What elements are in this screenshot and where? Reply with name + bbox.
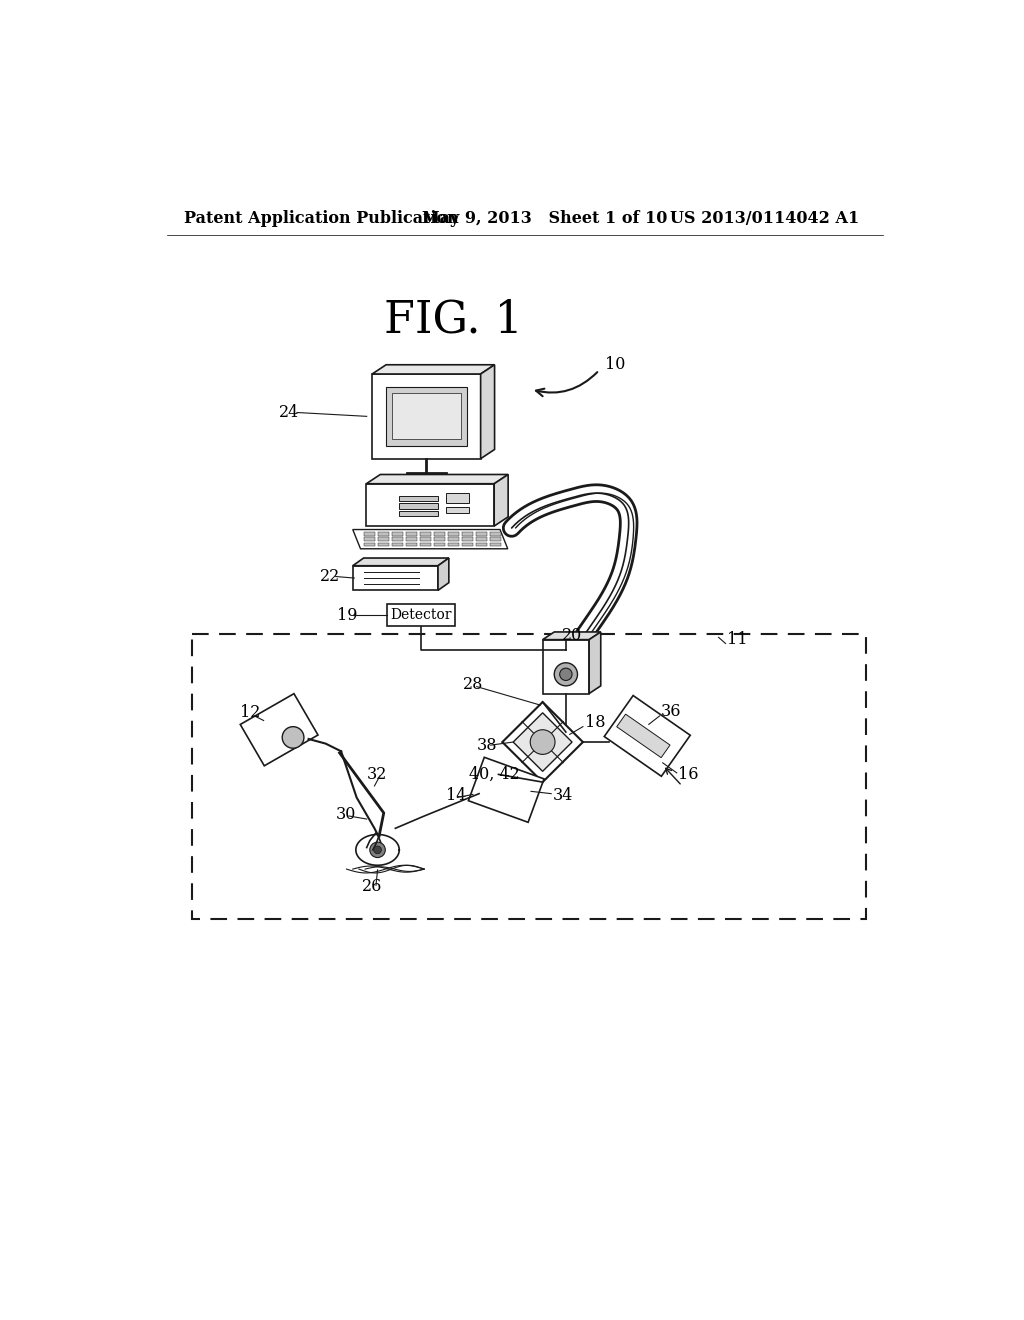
Polygon shape (543, 640, 589, 693)
Circle shape (370, 842, 385, 858)
Text: 12: 12 (241, 705, 261, 721)
Bar (420, 532, 431, 536)
Text: 16: 16 (678, 766, 698, 783)
Bar (378, 532, 389, 536)
Text: 19: 19 (337, 606, 357, 623)
Bar (489, 537, 501, 541)
Polygon shape (367, 483, 495, 527)
Text: May 9, 2013   Sheet 1 of 10: May 9, 2013 Sheet 1 of 10 (423, 210, 668, 227)
Bar (449, 537, 459, 541)
Polygon shape (480, 364, 495, 459)
Polygon shape (589, 632, 601, 693)
Polygon shape (604, 696, 690, 776)
Bar (365, 537, 375, 541)
Bar (378, 543, 389, 546)
Bar (445, 507, 469, 513)
Text: 34: 34 (553, 788, 573, 804)
Bar (392, 543, 403, 546)
Bar (392, 537, 403, 541)
Bar (476, 537, 486, 541)
Text: 18: 18 (586, 714, 606, 730)
Text: 30: 30 (336, 807, 356, 822)
Circle shape (283, 726, 304, 748)
Polygon shape (616, 714, 670, 758)
Circle shape (560, 668, 572, 681)
Bar (449, 543, 459, 546)
Polygon shape (468, 758, 544, 822)
Bar (489, 543, 501, 546)
Text: 26: 26 (362, 878, 382, 895)
Bar (392, 532, 403, 536)
Bar (476, 532, 486, 536)
Polygon shape (543, 632, 601, 640)
Bar (420, 543, 431, 546)
Bar (407, 537, 417, 541)
Text: 11: 11 (727, 631, 748, 648)
Bar (462, 537, 473, 541)
Polygon shape (372, 374, 480, 459)
Polygon shape (352, 558, 449, 566)
Bar (365, 532, 375, 536)
Text: Patent Application Publication: Patent Application Publication (183, 210, 459, 227)
Bar (378, 537, 389, 541)
Text: 14: 14 (445, 788, 466, 804)
Polygon shape (386, 387, 467, 446)
Text: Detector: Detector (390, 609, 452, 622)
Bar (399, 503, 438, 508)
Bar (365, 543, 375, 546)
Bar (434, 537, 445, 541)
Bar (407, 532, 417, 536)
Polygon shape (367, 474, 508, 483)
Bar (434, 543, 445, 546)
Text: FIG. 1: FIG. 1 (384, 298, 523, 342)
Text: 28: 28 (463, 676, 483, 693)
Text: 32: 32 (367, 766, 387, 783)
Text: 22: 22 (321, 568, 340, 585)
Text: 36: 36 (662, 702, 682, 719)
Text: 24: 24 (280, 404, 299, 421)
Bar (449, 532, 459, 536)
Bar (399, 511, 438, 516)
Bar (476, 543, 486, 546)
Polygon shape (503, 702, 583, 781)
Bar (420, 537, 431, 541)
Polygon shape (438, 558, 449, 590)
Bar (407, 543, 417, 546)
Text: 10: 10 (604, 356, 625, 374)
Text: US 2013/0114042 A1: US 2013/0114042 A1 (671, 210, 860, 227)
Bar (462, 543, 473, 546)
Bar (434, 532, 445, 536)
Bar (191, 635, 866, 919)
Circle shape (554, 663, 578, 686)
Bar (462, 532, 473, 536)
Polygon shape (391, 393, 461, 440)
Polygon shape (241, 694, 318, 766)
Bar (399, 496, 438, 502)
Circle shape (530, 730, 555, 755)
Polygon shape (352, 529, 508, 549)
Circle shape (374, 846, 381, 854)
Bar (489, 532, 501, 536)
Text: 38: 38 (477, 737, 498, 754)
Polygon shape (495, 474, 508, 527)
Bar (387, 605, 455, 626)
Text: 40, 42: 40, 42 (469, 766, 520, 783)
Polygon shape (372, 364, 495, 374)
Polygon shape (513, 713, 572, 771)
Polygon shape (352, 566, 438, 590)
Bar (445, 494, 469, 503)
Text: 20: 20 (562, 627, 583, 644)
